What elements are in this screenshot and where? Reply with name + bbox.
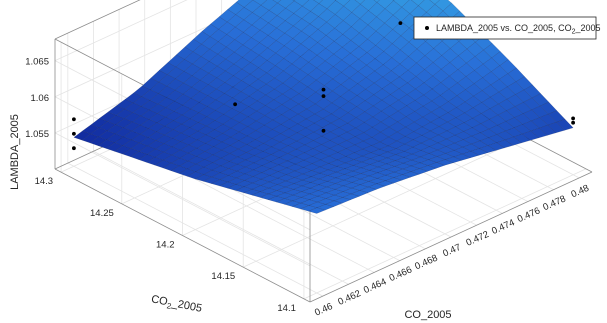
z-tick-label: 1.055 xyxy=(25,129,49,140)
y-tick-label: 14.15 xyxy=(211,271,235,282)
x-tick-label: 0.474 xyxy=(490,217,516,237)
data-point xyxy=(571,120,575,125)
legend-label: LAMBDA_2005 vs. CO_2005, CO2_2005 xyxy=(436,23,601,36)
legend-label-rest: _2005 xyxy=(574,23,600,33)
floor-gridline xyxy=(303,168,587,300)
x-tick-label: 0.46 xyxy=(313,301,334,319)
legend-marker xyxy=(425,26,429,30)
data-point xyxy=(72,131,76,136)
axes-box-edge xyxy=(309,171,593,303)
y-tick-label: 14.3 xyxy=(35,176,54,187)
x-tick-label: 0.476 xyxy=(516,205,542,225)
legend: LAMBDA_2005 vs. CO_2005, CO2_2005 xyxy=(413,16,601,40)
data-point xyxy=(321,94,326,98)
data-point xyxy=(72,146,76,151)
back-wall-gridline xyxy=(54,0,266,98)
left-wall-gridline xyxy=(54,132,311,267)
surface-patch xyxy=(429,0,440,5)
y-axis-label-base: CO xyxy=(150,293,169,308)
surface-patch xyxy=(392,0,395,1)
y-axis-label-rest: _2005 xyxy=(170,297,203,315)
back-wall-gridline xyxy=(54,0,188,62)
x-tick-label: 0.462 xyxy=(336,288,362,308)
z-tick-label: 1.06 xyxy=(31,93,50,104)
surface-patch xyxy=(313,0,323,4)
x-tick-label: 0.48 xyxy=(569,183,590,201)
x-tick-label: 0.472 xyxy=(464,229,490,249)
y-axis-label: CO2_2005 xyxy=(150,293,203,317)
data-point xyxy=(72,117,76,122)
data-point xyxy=(321,87,326,92)
surface-patch xyxy=(373,0,380,3)
surface-patch xyxy=(292,0,296,2)
surface-patch xyxy=(354,0,365,5)
legend-label-sub: 2 xyxy=(572,29,576,36)
data-point xyxy=(571,116,575,121)
data-point xyxy=(233,102,238,107)
data-point xyxy=(398,21,403,25)
data-points xyxy=(72,21,575,151)
z-tick-label: 1.065 xyxy=(25,57,49,68)
y-axis-label-sub: 2 xyxy=(166,301,173,311)
surface-patch xyxy=(556,119,574,131)
x-axis-label: CO_2005 xyxy=(404,309,451,321)
surface-patch xyxy=(272,0,282,4)
fitted-surface xyxy=(73,0,574,214)
legend-label-main: LAMBDA_2005 vs. CO_2005, CO xyxy=(436,23,572,33)
x-tick-label: 0.478 xyxy=(541,194,567,214)
axes-box-edge xyxy=(54,168,311,303)
data-point xyxy=(321,128,326,133)
x-tick-label: 0.47 xyxy=(441,242,462,260)
legend-box xyxy=(413,16,597,40)
y-tick-label: 14.2 xyxy=(156,240,175,251)
x-tick-label: 0.468 xyxy=(413,253,439,273)
z-axis-label: LAMBDA_2005 xyxy=(9,114,21,190)
x-tick-label: 0.466 xyxy=(388,264,414,284)
axes-box-edge xyxy=(54,0,141,40)
x-tick-label: 0.464 xyxy=(362,276,388,296)
y-tick-label: 14.1 xyxy=(277,303,296,314)
floor-gridline xyxy=(243,136,526,268)
y-tick-label: 14.25 xyxy=(90,208,114,219)
